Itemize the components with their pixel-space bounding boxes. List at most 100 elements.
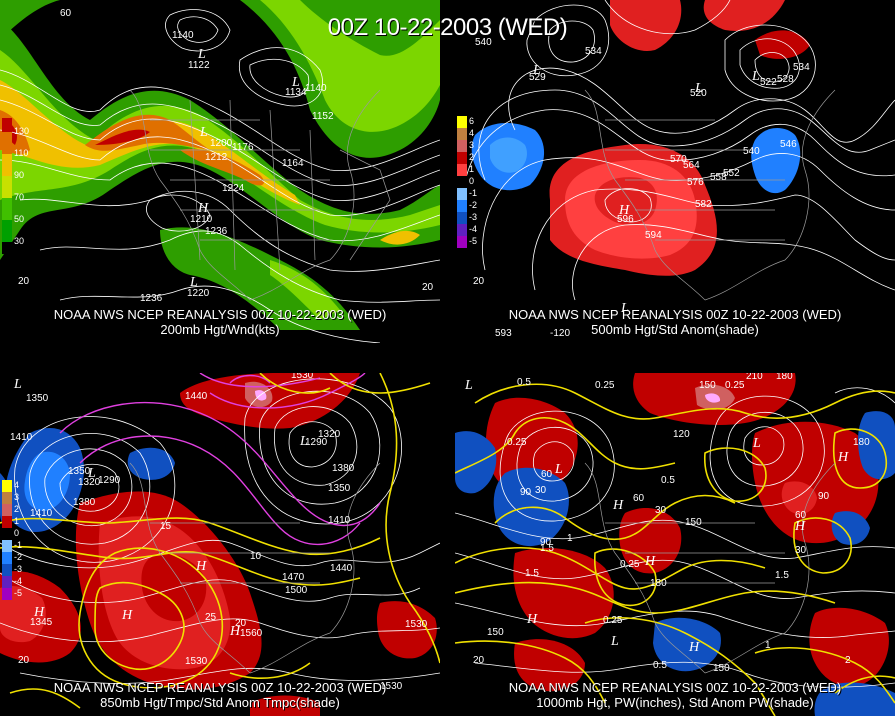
contour-label: 1380 [73, 497, 96, 508]
contour-label: 90 [818, 491, 830, 502]
low-center: L [752, 436, 761, 451]
lon-label: -120 [550, 328, 570, 339]
contour-label: 1350 [68, 466, 91, 477]
contour-label: 1122 [188, 60, 210, 71]
panel-subtitle: 1000mb Hgt, PW(inches), Std Anom PW(shad… [536, 695, 814, 710]
legend-swatch [2, 492, 12, 504]
contour-label: 210 [746, 373, 763, 382]
contour-label: 90 [520, 487, 532, 498]
contour-label: 1134 [285, 87, 307, 98]
contour-label: 1152 [312, 111, 334, 122]
contour-label: 558 [710, 172, 727, 183]
pw-label: 1 [567, 533, 573, 544]
pw-label: 0.5 [653, 660, 667, 671]
panel-caption: NOAA NWS NCEP REANALYSIS 00Z 10-22-2003 … [508, 680, 842, 695]
high-center: H [837, 450, 849, 465]
legend-label: 6 [469, 116, 475, 126]
pressure-centers-500mb: L L L H L [532, 63, 760, 316]
legend-label: -3 [469, 212, 478, 222]
high-center: H [121, 608, 133, 623]
contour-label: 1530 [291, 373, 314, 381]
contour-label: 1236 [140, 293, 163, 304]
pressure-centers-850mb: L L L H H H H [13, 377, 308, 639]
low-center: L [87, 466, 96, 481]
high-center: H [618, 203, 630, 218]
legend-label: -2 [14, 552, 23, 562]
contour-labels-500mb: 534 540 528 522 534 546 540 570 564 576 … [475, 37, 810, 339]
contour-label: 570 [670, 154, 687, 165]
legend-swatch [2, 118, 12, 132]
legend-swatch [457, 200, 467, 212]
panel-subtitle: 850mb Hgt/Tmpc/Std Anom Tmpc(shade) [100, 695, 340, 710]
contour-label: 1380 [332, 463, 355, 474]
contour-label: 1500 [285, 585, 308, 596]
legend-label: 3 [14, 492, 20, 502]
low-center: L [199, 125, 208, 140]
low-center: L [464, 378, 473, 393]
contour-label: 1470 [282, 572, 305, 583]
contour-label: 1320 [78, 477, 101, 488]
contour-label: 1236 [205, 226, 228, 237]
contour-label: 1220 [187, 288, 210, 299]
legend-label: 1 [469, 164, 475, 174]
panel-caption: NOAA NWS NCEP REANALYSIS 00Z 10-22-2003 … [508, 307, 842, 322]
high-center: H [794, 519, 806, 534]
pw-label: 0.25 [507, 437, 527, 448]
contour-label: 60 [541, 469, 553, 480]
legend-200mb: 130 110 90 70 50 30 [2, 118, 29, 254]
contour-label: 1410 [328, 515, 351, 526]
legend-label: -5 [469, 236, 478, 246]
contour-label: 150 [685, 517, 702, 528]
legend-swatch [457, 140, 467, 152]
pw-label: 1 [765, 640, 771, 651]
panel-200mb: 1140 1152 1164 1200 1212 1176 1224 1236 … [0, 0, 440, 343]
contour-label: 534 [585, 46, 602, 57]
pw-label: 0.5 [661, 475, 675, 486]
lat-label: 20 [18, 655, 30, 666]
contour-label: 594 [645, 230, 662, 241]
contour-label: 1210 [190, 214, 213, 225]
temp-label: 15 [160, 521, 172, 532]
legend-label: -1 [469, 188, 478, 198]
legend-swatch [457, 236, 467, 248]
contour-label: 1350 [26, 393, 49, 404]
legend-swatch [457, 116, 467, 128]
low-center: L [532, 63, 541, 78]
lat-label: 20 [473, 276, 485, 287]
contour-labels-200mb: 1140 1152 1164 1200 1212 1176 1224 1236 … [140, 30, 334, 304]
low-center: L [197, 47, 206, 62]
legend-label: -2 [469, 200, 478, 210]
map-500mb: 534 540 528 522 534 546 540 570 564 576 … [455, 0, 895, 343]
contour-label: 30 [795, 545, 807, 556]
legend-swatch [2, 198, 12, 220]
legend-label: 110 [14, 148, 29, 158]
contour-label: 540 [475, 37, 492, 48]
low-center: L [299, 434, 308, 449]
contour-label: 1176 [232, 142, 254, 153]
pressure-centers-1000mb: L L L H H H H L H H [464, 378, 849, 655]
legend-850mb: 4 3 2 1 0 -1 -2 -3 -4 -5 [2, 480, 22, 600]
legend-label: 1 [14, 516, 20, 526]
contour-label: 1530 [380, 681, 403, 692]
high-center: H [612, 498, 624, 513]
lat-label: 20 [473, 655, 485, 666]
contour-label: 60 [633, 493, 645, 504]
contour-label: 150 [699, 380, 716, 391]
high-center: H [644, 554, 656, 569]
panel-caption: NOAA NWS NCEP REANALYSIS 00Z 10-22-2003 … [53, 307, 387, 322]
legend-500mb: 6 4 3 2 1 0 -1 -2 -3 -4 -5 [457, 116, 477, 248]
lat-label: 60 [60, 8, 72, 19]
temp-label: 20 [235, 618, 247, 629]
legend-swatch [457, 224, 467, 236]
panel-subtitle: 500mb Hgt/Std Anom(shade) [591, 322, 759, 337]
legend-label: 0 [14, 528, 20, 538]
panel-1000mb: 210 180 150 0.25 0.25 0.5 0.25 1.5 1.5 1… [455, 373, 895, 716]
contour-label: 534 [793, 62, 810, 73]
contour-label: 1200 [210, 138, 233, 149]
legend-swatch [2, 540, 12, 552]
contour-labels-850mb: 1530 1440 1350 1410 1350 1320 1290 1380 … [10, 373, 428, 692]
legend-swatch [2, 132, 12, 154]
low-center: L [610, 634, 619, 649]
contour-label: 564 [683, 160, 700, 171]
legend-swatch [2, 480, 12, 492]
